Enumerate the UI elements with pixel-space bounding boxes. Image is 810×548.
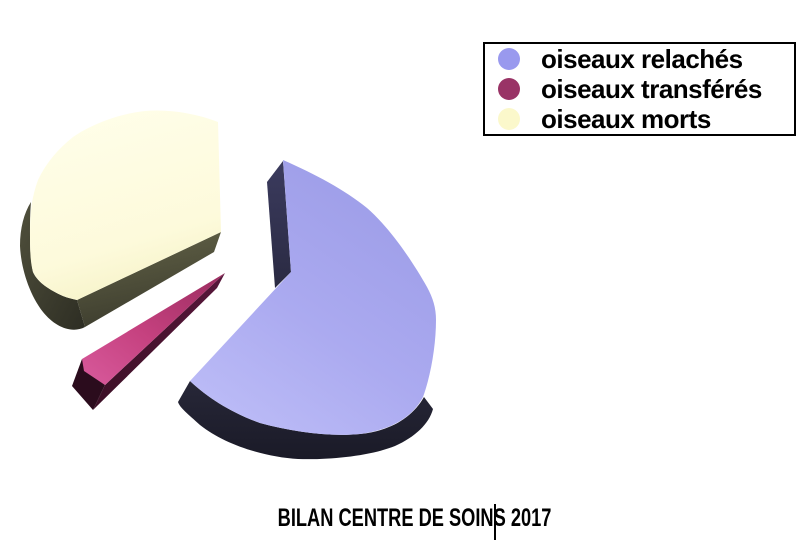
legend-item-relaches: oiseaux relachés <box>498 44 794 74</box>
legend-label-relaches: oiseaux relachés <box>541 44 743 74</box>
legend-item-morts: oiseaux morts <box>498 104 794 134</box>
pie-slice-relaches-side-face <box>267 161 291 288</box>
legend-label-morts: oiseaux morts <box>541 104 711 134</box>
pie-slice-group-relaches <box>178 160 436 460</box>
pie-slice-transferes[interactable] <box>82 273 225 385</box>
pie-slice-transferes-end-face <box>72 359 105 410</box>
legend: oiseaux relachés oiseaux transférés oise… <box>483 42 796 136</box>
legend-swatch-transferes-icon <box>498 78 520 100</box>
pie-slice-transferes-side-face <box>93 273 225 410</box>
pie-slice-morts-bottom-rim <box>20 202 85 330</box>
legend-item-transferes: oiseaux transférés <box>498 74 794 104</box>
chart-caption[interactable]: BILAN CENTRE DE SOINS 2017 <box>278 504 552 532</box>
pie-slice-morts-side-face <box>77 232 221 327</box>
legend-label-transferes: oiseaux transférés <box>541 74 762 104</box>
caption-wrap: BILAN CENTRE DE SOINS 2017 <box>10 504 810 533</box>
pie-slice-group-morts <box>20 110 221 330</box>
pie-slice-morts[interactable] <box>30 110 221 300</box>
legend-swatch-morts-icon <box>498 108 520 130</box>
text-cursor <box>494 504 496 540</box>
legend-swatch-relaches-icon <box>498 48 520 70</box>
pie-slice-group-transferes <box>72 273 225 410</box>
pie-slice-relaches[interactable] <box>190 160 436 435</box>
pie-slice-relaches-bottom-rim <box>178 381 433 460</box>
